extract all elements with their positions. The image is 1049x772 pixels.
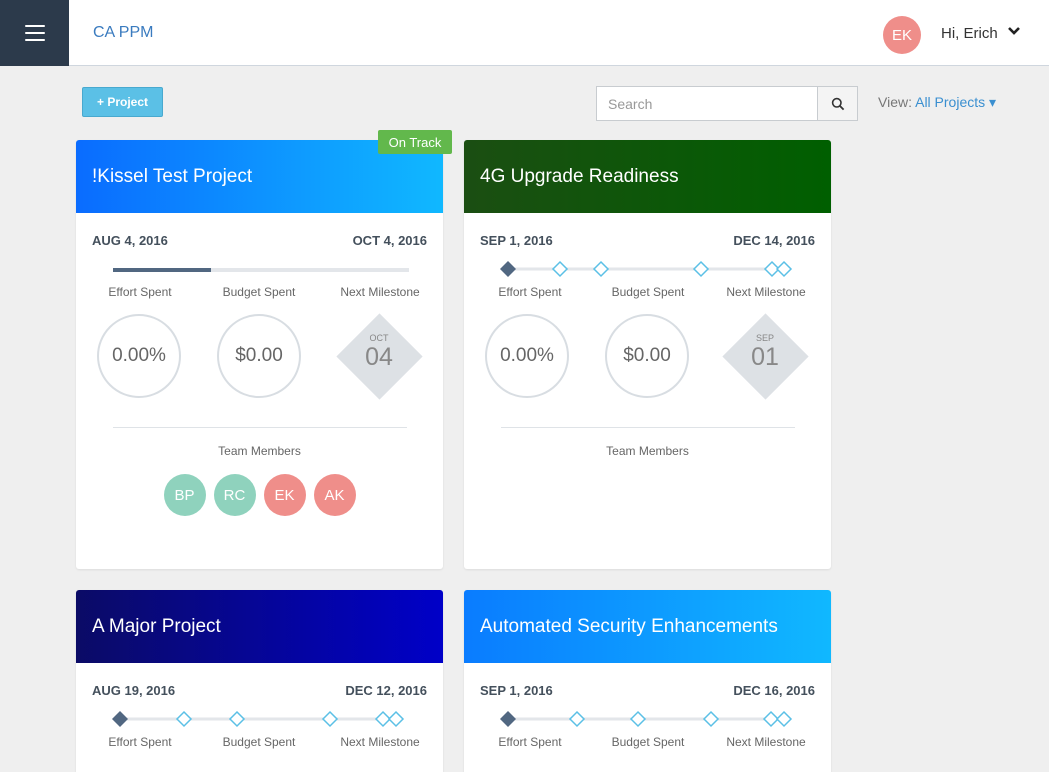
end-date: DEC 14, 2016: [733, 233, 815, 248]
start-date: AUG 4, 2016: [92, 233, 168, 248]
divider: [113, 427, 407, 428]
project-title[interactable]: A Major Project: [92, 615, 221, 637]
end-date: OCT 4, 2016: [352, 233, 427, 248]
project-dates: AUG 4, 2016 OCT 4, 2016: [76, 213, 443, 257]
divider: [501, 427, 795, 428]
milestone-timeline-graphic: [112, 710, 405, 728]
effort-spent-label: Effort Spent: [498, 285, 562, 299]
metric-labels: Effort Spent Budget Spent Next Milestone: [464, 281, 831, 305]
budget-spent-label: Budget Spent: [222, 735, 296, 749]
end-date: DEC 16, 2016: [733, 683, 815, 698]
effort-spent-label: Effort Spent: [108, 735, 172, 749]
search-input[interactable]: Search: [596, 86, 818, 121]
effort-spent-label: Effort Spent: [498, 735, 562, 749]
view-filter[interactable]: View: All Projects ▾: [878, 94, 996, 111]
search-button[interactable]: [817, 86, 858, 121]
effort-spent-label: Effort Spent: [108, 285, 172, 299]
team-members-label: Team Members: [218, 444, 301, 458]
effort-spent-value: 0.00%: [485, 314, 569, 398]
team-member-avatar[interactable]: BP: [163, 474, 206, 516]
chevron-down-icon[interactable]: [1007, 24, 1021, 41]
start-date: AUG 19, 2016: [92, 683, 176, 698]
hamburger-menu-button[interactable]: [0, 0, 69, 66]
next-milestone-label: Next Milestone: [340, 735, 420, 749]
timeline-progress: [76, 257, 443, 281]
milestone-timeline: [76, 707, 443, 731]
project-card-header[interactable]: A Major Project: [76, 590, 443, 663]
project-dates: AUG 19, 2016 DEC 12, 2016: [76, 663, 443, 707]
next-milestone-label: Next Milestone: [726, 735, 806, 749]
milestone-month: OCT: [369, 333, 389, 343]
metric-labels: Effort Spent Budget Spent Next Milestone: [76, 731, 443, 755]
add-project-button[interactable]: + Project: [82, 87, 163, 117]
top-bar: CA PPM EK Hi, Erich: [0, 0, 1049, 66]
project-card-header[interactable]: 4G Upgrade Readiness: [464, 140, 831, 213]
end-date: DEC 12, 2016: [345, 683, 427, 698]
user-avatar[interactable]: EK: [883, 16, 921, 54]
start-date: SEP 1, 2016: [480, 233, 553, 248]
project-dates: SEP 1, 2016 DEC 14, 2016: [464, 213, 831, 257]
user-greeting[interactable]: Hi, Erich: [941, 25, 998, 42]
project-title[interactable]: !Kissel Test Project: [92, 165, 253, 187]
next-milestone-label: Next Milestone: [340, 285, 420, 299]
milestone-day: 04: [365, 343, 393, 371]
milestone-day: 01: [751, 343, 779, 371]
status-badge: On Track: [378, 130, 452, 154]
milestone-timeline-graphic: [500, 710, 793, 728]
budget-spent-label: Budget Spent: [611, 735, 685, 749]
team-member-avatar[interactable]: AK: [313, 474, 356, 516]
budget-spent-value: $0.00: [217, 314, 301, 398]
next-milestone[interactable]: OCT 04: [336, 313, 423, 400]
project-dates: SEP 1, 2016 DEC 16, 2016: [464, 663, 831, 707]
team-members-label: Team Members: [606, 444, 689, 458]
hamburger-icon: [24, 25, 45, 41]
timeline-progress-track: [113, 268, 409, 272]
project-card[interactable]: 4G Upgrade Readiness SEP 1, 2016 DEC 14,…: [464, 140, 831, 569]
budget-spent-label: Budget Spent: [222, 285, 296, 299]
next-milestone[interactable]: SEP 01: [722, 313, 809, 400]
milestone-timeline-graphic: [500, 260, 793, 278]
team-members: BP RC EK AK: [76, 474, 443, 516]
timeline-progress-fill: [113, 268, 211, 272]
project-card[interactable]: A Major Project AUG 19, 2016 DEC 12, 201…: [76, 590, 443, 772]
budget-spent-value: $0.00: [605, 314, 689, 398]
app-title[interactable]: CA PPM: [93, 24, 154, 41]
view-filter-label: View:: [878, 94, 912, 110]
start-date: SEP 1, 2016: [480, 683, 553, 698]
search-icon: [831, 97, 844, 110]
team-member-avatar[interactable]: RC: [213, 474, 256, 516]
milestone-timeline: [464, 707, 831, 731]
metric-labels: Effort Spent Budget Spent Next Milestone: [76, 281, 443, 305]
project-title[interactable]: Automated Security Enhancements: [480, 615, 778, 637]
milestone-month: SEP: [755, 333, 774, 343]
metrics: 0.00% $0.00 SEP 01 Team Members: [464, 305, 831, 458]
metrics: 0.00% $0.00 OCT 04 Team Members BP RC EK…: [76, 305, 443, 516]
project-title[interactable]: 4G Upgrade Readiness: [480, 165, 679, 187]
project-card[interactable]: Automated Security Enhancements SEP 1, 2…: [464, 590, 831, 772]
project-card[interactable]: !Kissel Test Project AUG 4, 2016 OCT 4, …: [76, 140, 443, 569]
team-member-avatar[interactable]: EK: [263, 474, 306, 516]
effort-spent-value: 0.00%: [97, 314, 181, 398]
milestone-timeline: [464, 257, 831, 281]
metric-labels: Effort Spent Budget Spent Next Milestone: [464, 731, 831, 755]
view-filter-value[interactable]: All Projects ▾: [915, 94, 997, 110]
next-milestone-label: Next Milestone: [726, 285, 806, 299]
budget-spent-label: Budget Spent: [611, 285, 685, 299]
project-card-header[interactable]: Automated Security Enhancements: [464, 590, 831, 663]
